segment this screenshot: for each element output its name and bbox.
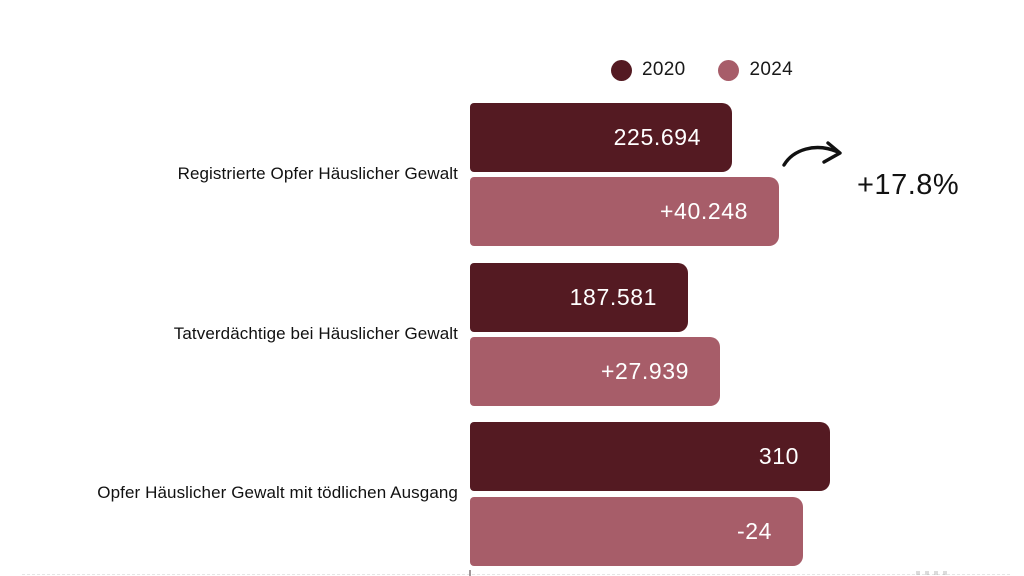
bar-2024-tatverdaechtige: +27.939 <box>470 337 720 406</box>
bar-2020-tatverdaechtige: 187.581 <box>470 263 688 332</box>
legend-dot-2024-icon <box>718 59 740 81</box>
legend: 2020 2024 <box>611 59 793 81</box>
bar-value-label: 187.581 <box>569 284 657 310</box>
bar-value-label: +40.248 <box>660 198 748 224</box>
growth-arrow-icon <box>781 139 853 176</box>
category-label-toedlicher-ausgang: Opfer Häuslicher Gewalt mit tödlichen Au… <box>97 483 458 502</box>
x-axis-tick <box>469 570 471 576</box>
x-axis-clipped-label <box>916 571 952 575</box>
legend-dot-2020-icon <box>611 59 632 81</box>
bar-2024-toedlicher-ausgang: -24 <box>470 497 803 566</box>
category-label-registrierte-opfer: Registrierte Opfer Häuslicher Gewalt <box>177 164 458 183</box>
bar-2020-registrierte-opfer: 225.694 <box>470 103 732 172</box>
bar-value-label: 310 <box>758 443 799 469</box>
category-label-tatverdaechtige: Tatverdächtige bei Häuslicher Gewalt <box>173 324 458 343</box>
x-axis-line <box>22 574 1010 575</box>
bar-value-label: 225.694 <box>613 124 701 150</box>
legend-item-2024: 2024 <box>718 59 793 81</box>
growth-annotation: +17.8% <box>857 169 960 201</box>
bar-value-label: -24 <box>736 518 772 544</box>
bar-2024-registrierte-opfer: +40.248 <box>470 177 779 246</box>
bar-2020-toedlicher-ausgang: 310 <box>470 422 830 491</box>
legend-label-2024: 2024 <box>749 59 793 80</box>
bar-value-label: +27.939 <box>601 358 689 384</box>
legend-item-2020: 2020 <box>611 59 685 81</box>
legend-label-2020: 2020 <box>642 59 686 80</box>
